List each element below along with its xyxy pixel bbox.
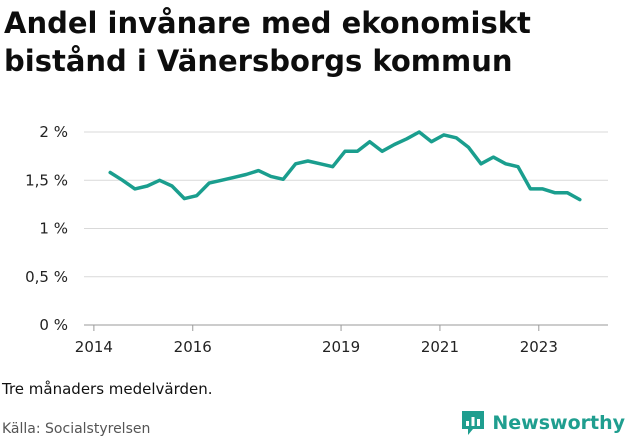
series-line <box>108 130 582 202</box>
x-tick-label: 2016 <box>174 338 212 356</box>
brand-name: Newsworthy <box>492 412 625 434</box>
source-credit: Källa: Socialstyrelsen <box>2 421 151 437</box>
x-tick-label: 2019 <box>322 338 360 356</box>
y-tick-label: 0,5 % <box>25 268 68 286</box>
chart-note: Tre månaders medelvärden. <box>2 380 213 398</box>
x-tick-label: 2014 <box>75 338 113 356</box>
y-axis: 0 % 0,5 % 1 % 1,5 % 2 % <box>25 123 68 334</box>
chart-title: Andel invånare med ekonomiskt bistånd i … <box>4 6 531 78</box>
x-axis: 2014 2016 2019 2021 2023 <box>75 325 558 356</box>
newsworthy-brand[interactable]: Newsworthy <box>460 409 625 437</box>
data-series <box>108 130 582 202</box>
x-tick-label: 2021 <box>421 338 459 356</box>
x-tick-label: 2023 <box>520 338 558 356</box>
y-tick-label: 1 % <box>39 220 68 238</box>
y-tick-label: 1,5 % <box>25 171 68 189</box>
y-tick-label: 2 % <box>39 123 68 141</box>
line-chart: 0 % 0,5 % 1 % 1,5 % 2 % 2014 2016 2019 2021 2023 <box>25 123 608 356</box>
newsworthy-logo-icon <box>462 411 485 435</box>
grid-lines <box>84 131 608 326</box>
y-tick-label: 0 % <box>39 316 68 334</box>
